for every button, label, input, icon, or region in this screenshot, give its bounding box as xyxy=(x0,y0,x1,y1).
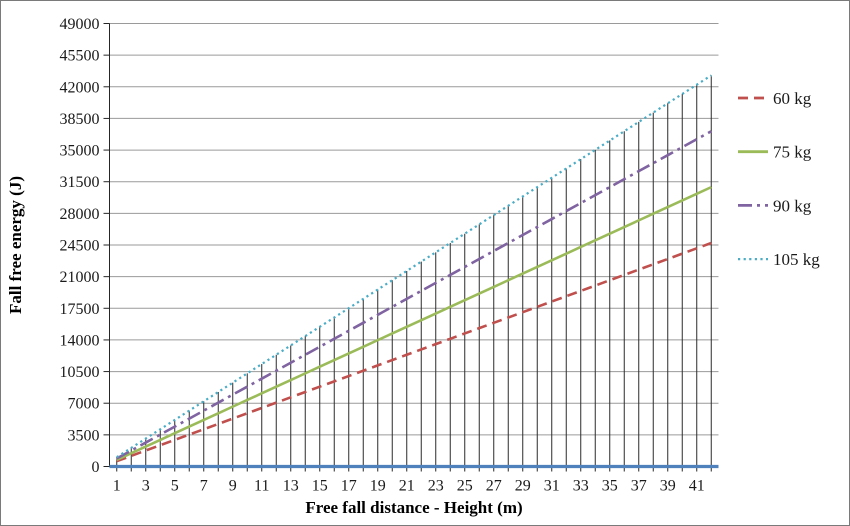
x-tick-label: 15 xyxy=(312,478,328,495)
y-tick-label: 14000 xyxy=(60,332,100,349)
y-tick-label: 24500 xyxy=(60,238,100,255)
x-tick-label: 33 xyxy=(573,478,589,495)
x-tick-label: 3 xyxy=(142,478,150,495)
legend-label: 60 kg xyxy=(773,89,812,108)
y-tick-label: 10500 xyxy=(60,364,100,381)
x-tick-label: 39 xyxy=(660,478,676,495)
series-lines xyxy=(116,74,712,463)
y-tick-label: 7000 xyxy=(68,396,100,413)
x-tick-label: 13 xyxy=(283,478,299,495)
legend: 60 kg 75 kg 90 kg 105 kg xyxy=(738,89,820,269)
y-tick-label: 3500 xyxy=(68,427,100,444)
x-tick-label: 5 xyxy=(171,478,179,495)
legend-entry-60-kg: 60 kg xyxy=(738,89,812,108)
x-tick-label: 35 xyxy=(602,478,618,495)
series-line-75-kg xyxy=(116,185,712,462)
x-tick-label: 9 xyxy=(229,478,237,495)
x-tick-label: 19 xyxy=(370,478,386,495)
x-tick-label: 17 xyxy=(341,478,357,495)
x-tick-label: 37 xyxy=(631,478,647,495)
horizontal-gridlines xyxy=(109,23,719,436)
x-tick-label: 11 xyxy=(254,478,269,495)
x-tick-label: 21 xyxy=(399,478,415,495)
x-tick-label: 7 xyxy=(200,478,208,495)
tick-labels: 0 3500 7000 10500 14000 17500 21000 24500 28000 3… xyxy=(60,16,705,495)
x-tick-label: 41 xyxy=(689,478,705,495)
x-tick-label: 31 xyxy=(544,478,560,495)
legend-label: 90 kg xyxy=(773,196,812,215)
y-tick-label: 31500 xyxy=(60,174,100,191)
x-tick-label: 29 xyxy=(515,478,531,495)
legend-label: 105 kg xyxy=(773,250,820,269)
y-tick-label: 49000 xyxy=(60,16,100,33)
drop-lines xyxy=(116,75,712,467)
axes xyxy=(103,23,719,472)
series-line-105-kg xyxy=(116,74,712,459)
legend-entry-90-kg: 90 kg xyxy=(738,196,812,215)
series-line-90-kg xyxy=(116,130,712,460)
x-tick-label: 23 xyxy=(428,478,444,495)
y-tick-label: 17500 xyxy=(60,301,100,318)
x-tick-label: 27 xyxy=(486,478,502,495)
y-tick-label: 35000 xyxy=(60,143,100,160)
y-tick-label: 0 xyxy=(92,459,100,476)
y-tick-label: 28000 xyxy=(60,206,100,223)
legend-entry-75-kg: 75 kg xyxy=(738,143,812,162)
series-line-60-kg xyxy=(116,241,712,463)
y-tick-label: 45500 xyxy=(60,48,100,65)
y-tick-label: 42000 xyxy=(60,79,100,96)
x-tick-label: 25 xyxy=(457,478,473,495)
y-tick-label: 21000 xyxy=(60,269,100,286)
y-tick-label: 38500 xyxy=(60,111,100,128)
legend-label: 75 kg xyxy=(773,143,812,162)
legend-entry-105-kg: 105 kg xyxy=(738,250,820,269)
x-tick-label: 1 xyxy=(113,478,121,495)
x-axis-title: Free fall distance - Height (m) xyxy=(305,498,522,517)
y-axis-title: Fall free energy (J) xyxy=(6,176,25,314)
